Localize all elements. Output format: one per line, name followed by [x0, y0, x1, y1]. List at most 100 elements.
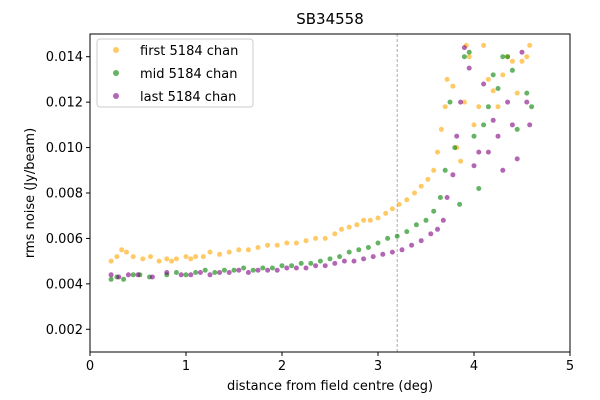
y-tick-label: 0.008 — [46, 187, 83, 202]
y-tick-label: 0.002 — [46, 323, 83, 338]
data-point — [490, 88, 496, 94]
data-point — [169, 258, 175, 264]
data-point — [418, 238, 424, 244]
data-point — [124, 249, 129, 255]
data-point — [178, 272, 184, 278]
data-point — [207, 272, 213, 278]
data-point — [255, 245, 261, 250]
data-point — [435, 149, 440, 155]
data-point — [450, 172, 456, 178]
data-point — [255, 267, 261, 273]
data-point — [274, 267, 280, 273]
data-point — [114, 254, 120, 260]
data-point — [431, 167, 437, 173]
y-tick-label: 0.004 — [46, 277, 83, 292]
data-point — [341, 258, 347, 264]
data-point — [444, 195, 450, 200]
data-point — [148, 254, 153, 260]
legend-label-mid: mid 5184 chan — [140, 67, 237, 82]
data-point — [458, 158, 464, 164]
x-tick-label: 3 — [374, 359, 382, 374]
data-point — [245, 247, 251, 253]
y-tick-label: 0.012 — [46, 96, 83, 111]
data-point — [509, 58, 515, 64]
x-tick-label: 5 — [566, 359, 574, 374]
data-point — [121, 276, 127, 282]
data-point — [221, 267, 227, 273]
data-point — [125, 272, 131, 278]
data-point — [140, 256, 146, 262]
data-point — [108, 258, 114, 264]
data-point — [500, 167, 506, 173]
data-point — [130, 254, 136, 260]
data-point — [519, 49, 525, 55]
data-point — [327, 256, 333, 262]
data-point — [164, 256, 170, 262]
data-point — [500, 54, 506, 60]
data-point — [385, 235, 391, 241]
data-point — [444, 76, 450, 82]
data-point — [500, 72, 506, 78]
y-tick-label: 0.014 — [46, 50, 83, 65]
data-point — [481, 122, 487, 128]
legend: first 5184 chan mid 5184 chan last 5184 … — [96, 38, 254, 108]
data-point — [409, 242, 415, 248]
data-point — [361, 217, 367, 223]
data-point — [505, 54, 511, 60]
data-point — [130, 272, 136, 278]
data-point — [231, 267, 237, 273]
data-point — [435, 226, 440, 232]
data-point — [313, 235, 319, 241]
data-point — [495, 104, 501, 110]
data-point — [485, 76, 491, 82]
data-point — [236, 247, 242, 253]
data-point — [447, 99, 453, 105]
data-point — [527, 122, 533, 128]
data-point — [466, 49, 472, 55]
data-point — [442, 104, 448, 110]
x-tick-label: 1 — [182, 359, 190, 374]
data-point — [303, 265, 309, 271]
data-point — [202, 267, 208, 273]
data-point — [303, 238, 309, 244]
data-point — [361, 256, 367, 262]
data-point — [375, 240, 381, 246]
data-point — [524, 54, 530, 60]
data-point — [389, 206, 395, 212]
data-point — [173, 270, 179, 275]
legend-label-last: last 5184 chan — [140, 90, 236, 105]
data-point — [514, 156, 520, 162]
data-point — [313, 263, 319, 269]
chart-title: SB34558 — [296, 10, 364, 28]
data-point — [394, 233, 400, 239]
data-point — [367, 217, 373, 223]
data-point — [471, 163, 477, 169]
data-point — [457, 201, 463, 207]
data-point — [293, 240, 299, 246]
data-point — [471, 133, 477, 139]
data-point — [337, 254, 343, 260]
data-point — [156, 258, 162, 264]
data-point — [476, 186, 482, 191]
data-point — [490, 72, 496, 78]
data-point — [450, 83, 456, 89]
x-tick-label: 4 — [470, 359, 478, 374]
data-point — [193, 270, 199, 275]
data-point — [383, 210, 389, 216]
data-point — [188, 256, 194, 262]
data-point — [197, 270, 203, 275]
data-point — [380, 251, 386, 257]
data-point — [217, 251, 223, 257]
data-point — [476, 104, 482, 110]
data-point — [365, 245, 371, 250]
data-point — [269, 265, 275, 271]
data-point — [399, 247, 405, 253]
data-point — [452, 145, 458, 151]
data-point — [431, 208, 437, 214]
data-point — [119, 247, 125, 253]
data-point — [274, 242, 280, 248]
data-point — [490, 117, 496, 123]
data-point — [413, 222, 419, 228]
x-axis-ticks: 0 1 2 3 4 5 — [86, 352, 574, 374]
data-point — [442, 167, 448, 173]
